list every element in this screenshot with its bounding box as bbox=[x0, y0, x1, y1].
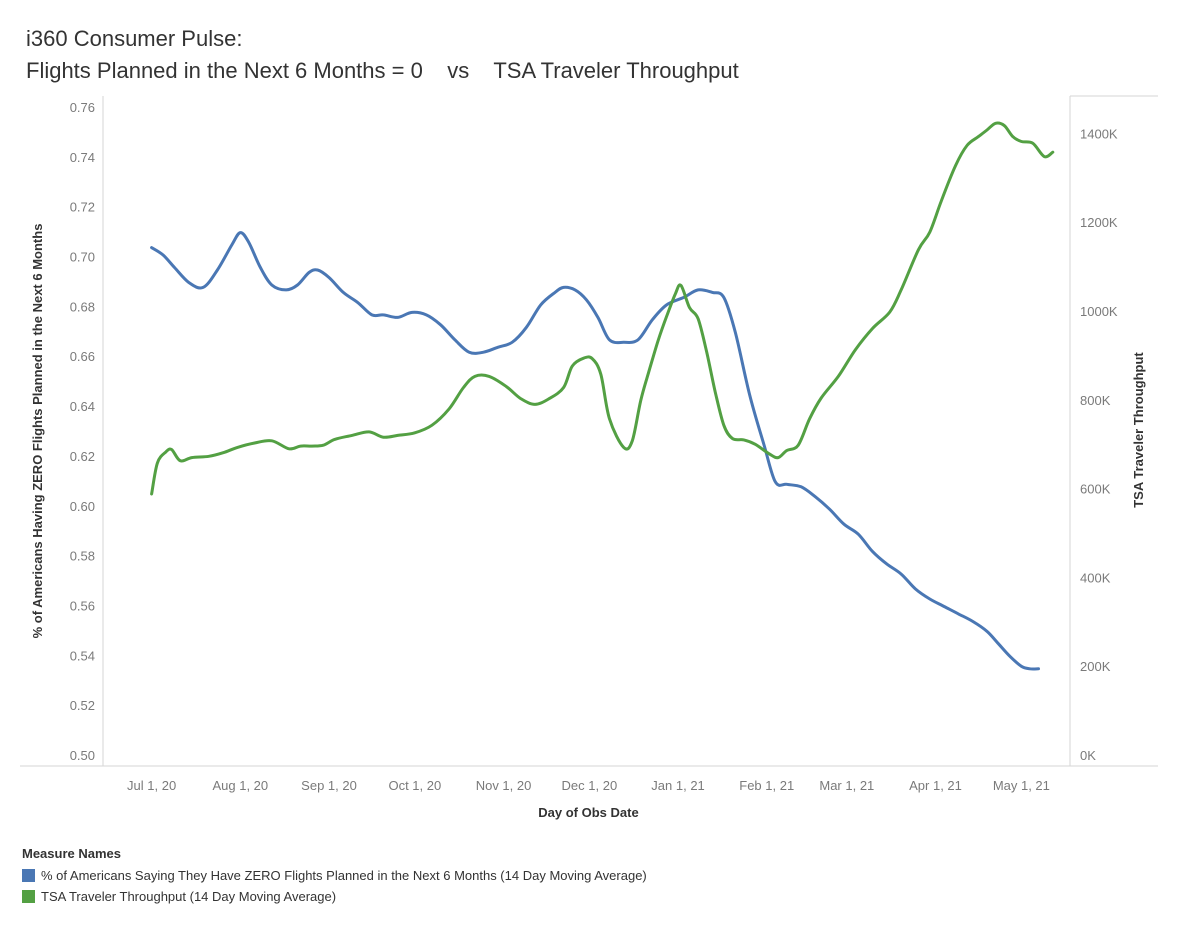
right-y-tick-label: 1400K bbox=[1080, 126, 1118, 141]
series-line-zero-flights bbox=[150, 231, 1040, 671]
left-y-tick-label: 0.60 bbox=[70, 499, 95, 514]
right-y-axis: 0K 200K 400K 600K 800K 1000K 1200K 1400K bbox=[1080, 126, 1118, 763]
legend-swatch-blue bbox=[22, 869, 35, 882]
left-y-tick-label: 0.52 bbox=[70, 698, 95, 713]
x-tick-label: Jul 1, 20 bbox=[127, 778, 176, 793]
legend-item-zero-flights[interactable]: % of Americans Saying They Have ZERO Fli… bbox=[22, 865, 647, 886]
left-y-tick-label: 0.50 bbox=[70, 748, 95, 763]
right-y-axis-title: TSA Traveler Throughput bbox=[1131, 352, 1146, 508]
series-line-tsa-throughput bbox=[150, 121, 1055, 496]
right-y-tick-label: 1000K bbox=[1080, 304, 1118, 319]
x-tick-label: May 1, 21 bbox=[993, 778, 1050, 793]
x-tick-label: Sep 1, 20 bbox=[301, 778, 357, 793]
chart-title: i360 Consumer Pulse: bbox=[26, 26, 243, 51]
plot-lines bbox=[150, 121, 1055, 671]
left-y-tick-label: 0.74 bbox=[70, 150, 95, 165]
left-y-tick-label: 0.56 bbox=[70, 598, 95, 613]
x-tick-label: Feb 1, 21 bbox=[739, 778, 794, 793]
chart-subtitle: Flights Planned in the Next 6 Months = 0… bbox=[26, 58, 739, 83]
x-axis: Jul 1, 20 Aug 1, 20 Sep 1, 20 Oct 1, 20 Nov … bbox=[127, 778, 1050, 793]
x-tick-label: Apr 1, 21 bbox=[909, 778, 962, 793]
left-y-tick-label: 0.66 bbox=[70, 349, 95, 364]
legend-title: Measure Names bbox=[22, 846, 121, 861]
legend: Measure Names % of Americans Saying They… bbox=[22, 846, 647, 907]
left-y-tick-label: 0.58 bbox=[70, 549, 95, 564]
legend-swatch-green bbox=[22, 890, 35, 903]
x-tick-label: Dec 1, 20 bbox=[562, 778, 618, 793]
axis-frame bbox=[20, 95, 1158, 767]
left-y-axis: 0.50 0.52 0.54 0.56 0.58 0.60 0.62 0.64 0.66 0.68… bbox=[70, 100, 95, 763]
legend-item-tsa[interactable]: TSA Traveler Throughput (14 Day Moving A… bbox=[22, 886, 647, 907]
x-tick-label: Jan 1, 21 bbox=[651, 778, 705, 793]
right-y-tick-label: 800K bbox=[1080, 393, 1111, 408]
x-tick-label: Oct 1, 20 bbox=[388, 778, 441, 793]
x-tick-label: Nov 1, 20 bbox=[476, 778, 532, 793]
legend-label: TSA Traveler Throughput (14 Day Moving A… bbox=[41, 889, 337, 904]
left-y-tick-label: 0.62 bbox=[70, 449, 95, 464]
right-y-tick-label: 0K bbox=[1080, 748, 1096, 763]
left-y-tick-label: 0.70 bbox=[70, 250, 95, 265]
left-y-tick-label: 0.76 bbox=[70, 100, 95, 115]
x-axis-title: Day of Obs Date bbox=[538, 805, 638, 820]
left-y-tick-label: 0.72 bbox=[70, 200, 95, 215]
left-y-axis-title: % of Americans Having ZERO Flights Plann… bbox=[30, 224, 45, 639]
right-y-tick-label: 200K bbox=[1080, 659, 1111, 674]
right-y-tick-label: 400K bbox=[1080, 570, 1111, 585]
legend-label: % of Americans Saying They Have ZERO Fli… bbox=[41, 868, 647, 883]
x-tick-label: Mar 1, 21 bbox=[819, 778, 874, 793]
chart-area: 0.50 0.52 0.54 0.56 0.58 0.60 0.62 0.64 0.66 0.68… bbox=[20, 95, 1158, 820]
right-y-tick-label: 1200K bbox=[1080, 215, 1118, 230]
x-tick-label: Aug 1, 20 bbox=[212, 778, 268, 793]
right-y-tick-label: 600K bbox=[1080, 482, 1111, 497]
left-y-tick-label: 0.54 bbox=[70, 648, 95, 663]
left-y-tick-label: 0.64 bbox=[70, 399, 95, 414]
left-y-tick-label: 0.68 bbox=[70, 299, 95, 314]
